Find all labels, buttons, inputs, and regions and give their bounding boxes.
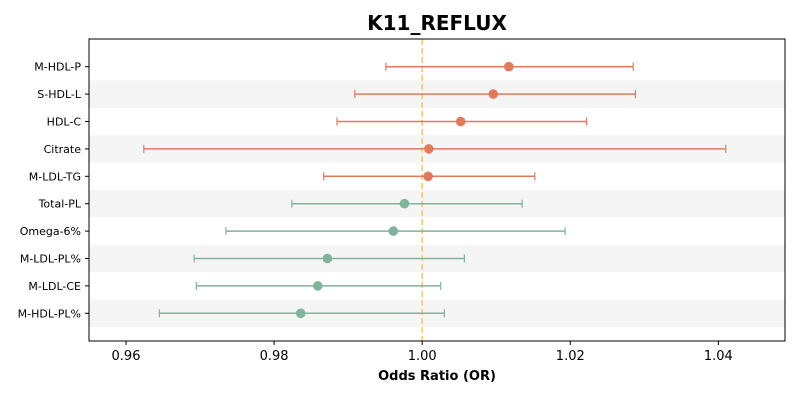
x-axis-label: Odds Ratio (OR): [378, 369, 496, 384]
forest-row: [323, 171, 536, 182]
or-point: [424, 144, 434, 154]
or-point: [388, 226, 399, 236]
y-tick-label: Total-PL: [38, 198, 82, 211]
or-point: [423, 171, 433, 182]
or-point: [399, 198, 410, 209]
forest-row: [158, 308, 446, 319]
y-tick-label: M-LDL-TG: [29, 170, 81, 183]
or-point: [312, 281, 323, 291]
x-tick-label: 0.96: [112, 349, 141, 364]
or-point: [295, 308, 306, 319]
or-point: [504, 61, 514, 72]
y-tick-label: M-HDL-P: [34, 61, 81, 74]
forest-row: [291, 198, 523, 209]
or-point: [455, 116, 466, 127]
y-tick-label: S-HDL-L: [37, 88, 82, 101]
x-tick-label: 1.00: [408, 349, 437, 364]
or-point: [322, 253, 333, 264]
chart-title: K11_REFLUX: [367, 11, 507, 35]
y-tick-label: M-LDL-CE: [28, 280, 81, 293]
forest-row: [193, 253, 465, 264]
forest-row: [195, 281, 442, 291]
forest-row: [336, 116, 588, 127]
y-tick-label: M-HDL-PL%: [18, 307, 81, 320]
axes-frame: [88, 38, 786, 342]
or-point: [488, 89, 499, 99]
forest-row: [143, 144, 727, 154]
forest-row: [225, 226, 566, 236]
y-axis: M-HDL-P S-HDL-L HDL-C Citrate M-LDL-TG Total-…: [18, 61, 89, 320]
x-tick-label: 0.98: [260, 349, 289, 364]
rows-layer: [143, 61, 727, 319]
forest-row: [354, 89, 637, 99]
x-tick-label: 1.02: [556, 349, 585, 364]
y-tick-label: M-LDL-PL%: [20, 253, 81, 266]
y-tick-label: Citrate: [44, 143, 82, 156]
y-tick-label: Omega-6%: [20, 225, 81, 238]
x-axis: 0.96 0.98 1.00 1.02 1.04: [112, 341, 733, 364]
y-tick-label: HDL-C: [47, 116, 82, 129]
x-tick-label: 1.04: [704, 349, 733, 364]
forest-row: [385, 61, 634, 72]
